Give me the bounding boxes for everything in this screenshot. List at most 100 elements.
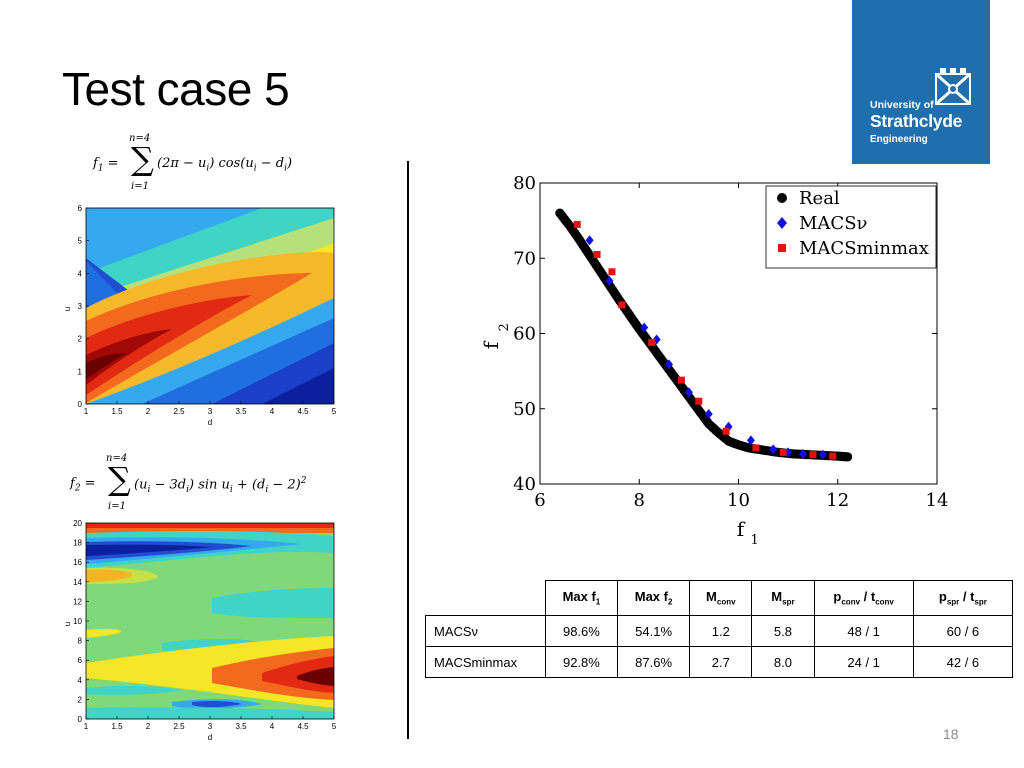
legend-label: MACSν [799,213,867,234]
metrics-table: Max f1 Max f2 Mconv Mspr pconv / tconv p… [425,580,1014,678]
table-cell: 24 / 1 [813,646,914,678]
table-header-row: Max f1 Max f2 Mconv Mspr pconv / tconv p… [425,580,1014,616]
vertical-divider [407,161,409,739]
contour-f2-y-ticks: 0 2 4 6 8 10 12 14 16 18 20 [73,519,89,724]
slide-title: Test case 5 [62,63,290,115]
y-tick-label: 80 [513,173,536,194]
macs-nu-point [799,448,808,459]
f2-lower-limit: i=1 [108,501,126,512]
macs-minmax-point [573,220,581,228]
x-tick-label: 3.5 [235,407,247,416]
y-tick-label: 0 [78,400,83,409]
x-tick-label: 1.5 [111,722,123,731]
real-point [843,452,853,462]
macs-nu-point [585,235,594,246]
formula-f1: f1 = n=4 ∑ i=1 (2π − ui) cos(ui − di) [93,133,293,192]
macs-nu-point [746,435,755,446]
contour-f2-xlabel: d [208,733,212,742]
legend-real-marker [777,193,787,203]
table-cell: 48 / 1 [813,615,914,647]
y-tick-label: 70 [513,248,536,269]
f1-expression: (2π − ui) cos(ui − di) [157,156,293,174]
legend-label: MACSminmax [799,238,929,259]
y-tick-label: 60 [513,324,536,345]
macs-minmax-point [695,397,703,405]
x-tick-label: 5 [332,407,337,416]
macs-minmax-point [648,339,656,347]
header-m-spr: Mspr [751,580,815,616]
f2-expression: (ui − 3di) sin ui + (di − 2)2 [134,476,307,495]
f2-sum-symbol: ∑ [108,460,131,498]
x-tick-label: 4.5 [297,407,309,416]
logo-line-strathclyde: Strathclyde [870,111,963,131]
y-tick-label: 6 [78,204,83,213]
y-tick-label: 8 [78,637,83,646]
x-tick-label: 10 [727,490,750,511]
saltire-crest-icon [935,68,971,106]
macs-minmax-point [809,451,817,459]
contour-f2-svg: 1 1.5 2 2.5 3 3.5 4 4.5 5 0 2 4 6 8 10 12 14 16 18 20 d u [63,519,337,742]
table-cell: 42 / 6 [912,646,1014,678]
macs-minmax-point [829,452,837,460]
y-tick-label: 0 [78,715,83,724]
x-tick-label: 2.5 [173,722,185,731]
macs-minmax-point [593,250,601,258]
x-tick-label: 1.5 [111,407,123,416]
y-tick-label: 50 [513,399,536,420]
y-tick-label: 6 [78,656,83,665]
x-tick-label: 6 [534,490,545,511]
x-tick-label: 14 [926,490,949,511]
formula-f2: f2 = n=4 ∑ i=1 (ui − 3di) sin ui + (di −… [70,453,307,512]
x-tick-label: 1 [84,407,89,416]
f1-sum-symbol: ∑ [131,140,154,178]
table-cell: 8.0 [751,646,815,678]
macs-minmax-point [618,301,626,309]
legend-macs-nu-marker [777,217,787,229]
table-cell: 98.6% [544,615,619,647]
macs-nu-point [818,449,827,460]
table-cell: 60 / 6 [912,615,1014,647]
x-tick-label: 8 [634,490,645,511]
table-cell: 87.6% [616,646,691,678]
x-axis-label-sub: 1 [751,533,759,548]
x-tick-label: 3 [208,407,213,416]
macs-minmax-point [608,268,616,276]
contour-f1-xlabel: d [208,418,212,427]
y-tick-label: 20 [73,519,82,528]
x-tick-label: 12 [826,490,849,511]
pareto-front-chart: 6 8 10 12 14 40 50 60 70 80 f 1 f 2 Real MACSν MACSminma… [470,168,960,548]
macs-nu-point [684,387,693,398]
header-p-spr-t-spr: pspr / tspr [912,580,1014,616]
macs-nu-point [704,409,713,420]
contour-f1-y-ticks: 0 1 2 3 4 5 6 [78,204,89,409]
x-tick-label: 4.5 [297,722,309,731]
table-row: MACSν 98.6% 54.1% 1.2 5.8 48 / 1 60 / 6 [425,615,1014,647]
macs-minmax-point [677,376,685,384]
y-tick-label: 14 [73,578,82,587]
macs-nu-point [769,444,778,455]
university-logo: University of Strathclyde Engineering [852,0,990,164]
x-axis-label: f [737,517,746,541]
macs-nu-point [605,275,614,286]
row-label: MACSminmax [425,646,546,678]
y-tick-label: 2 [78,335,83,344]
header-max-f1: Max f1 [544,580,619,616]
logo-line-university: University of [870,99,934,111]
macs-minmax-point [752,444,760,452]
table-cell: 1.2 [689,615,753,647]
x-tick-label: 2.5 [173,407,185,416]
legend-label: Real [799,188,840,209]
f2-upper-limit: n=4 [106,453,128,464]
header-p-conv-t-conv: pconv / tconv [813,580,914,616]
y-tick-label: 2 [78,695,83,704]
y-tick-label: 4 [78,269,83,278]
y-tick-label: 18 [73,539,82,548]
y-tick-label: 1 [78,367,83,376]
x-tick-label: 4 [270,722,275,731]
contour-f2-x-ticks: 1 1.5 2 2.5 3 3.5 4 4.5 5 [84,716,337,731]
header-m-conv: Mconv [689,580,753,616]
y-axis-label-sub: 2 [497,323,512,331]
contour-f1-ylabel: u [63,307,72,311]
table-cell: 5.8 [751,615,815,647]
